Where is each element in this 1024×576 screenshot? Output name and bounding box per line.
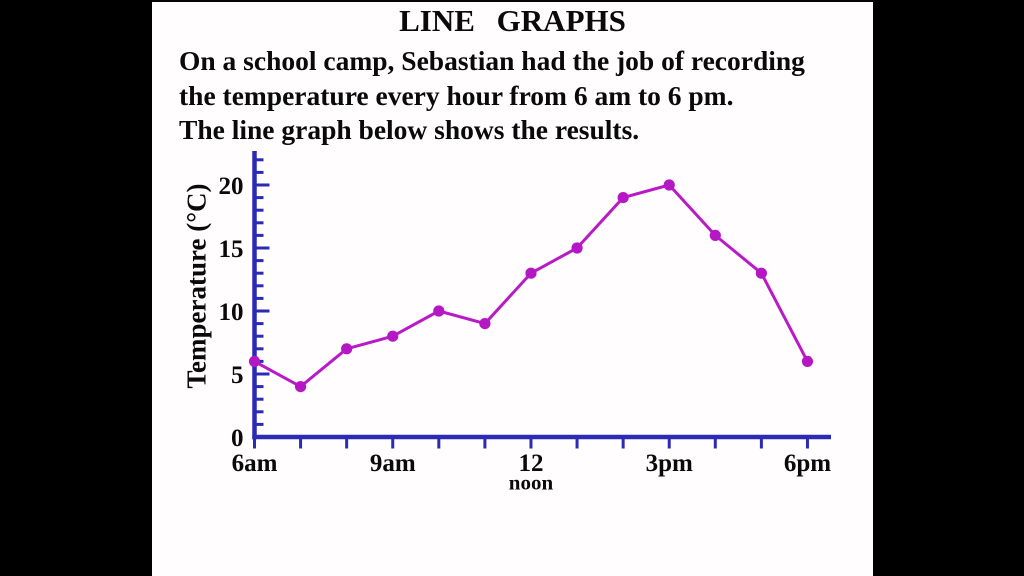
intro-paragraph: On a school camp, Sebastian had the job … bbox=[179, 44, 805, 148]
paragraph-line-2: the temperature every hour from 6 am to … bbox=[179, 79, 734, 111]
data-point bbox=[571, 242, 583, 254]
data-point bbox=[709, 229, 721, 241]
slide-content: LINE GRAPHS On a school camp, Sebastian … bbox=[152, 0, 873, 576]
data-point bbox=[801, 355, 814, 367]
data-point bbox=[479, 318, 491, 330]
y-axis-tick-label: 10 bbox=[219, 299, 244, 326]
x-axis-tick-label: 9am bbox=[370, 450, 416, 477]
letterbox-right-bar bbox=[873, 0, 1024, 576]
x-axis-tick-label: 6pm bbox=[784, 450, 831, 477]
x-axis-tick-label: 6am bbox=[232, 450, 278, 477]
x-axis-tick-label: 3pm bbox=[646, 450, 693, 477]
y-axis-title: Temperature (°C) bbox=[182, 183, 212, 388]
x-axis-tick-label: noon bbox=[509, 471, 554, 495]
data-point bbox=[387, 330, 399, 342]
page-title: LINE GRAPHS bbox=[399, 3, 626, 38]
y-axis-tick-label: 20 bbox=[219, 173, 244, 200]
data-point bbox=[525, 267, 537, 279]
paragraph-line-3: The line graph below shows the results. bbox=[179, 114, 640, 146]
data-point bbox=[341, 343, 353, 355]
y-axis-tick-label: 0 bbox=[231, 425, 244, 452]
data-point bbox=[294, 381, 307, 393]
top-edge-line bbox=[152, 0, 873, 2]
letterbox-left-bar bbox=[0, 0, 152, 576]
data-point bbox=[755, 267, 767, 279]
x-axis-tick-label: 12 bbox=[518, 450, 543, 477]
y-axis-tick-label: 5 bbox=[231, 362, 244, 389]
y-axis-tick-label: 15 bbox=[219, 236, 244, 263]
data-point bbox=[617, 192, 629, 204]
temperature-line bbox=[253, 183, 809, 389]
data-point bbox=[433, 305, 445, 317]
data-point bbox=[663, 179, 675, 191]
data-point bbox=[248, 355, 261, 367]
paragraph-line-1: On a school camp, Sebastian had the job … bbox=[179, 45, 805, 76]
